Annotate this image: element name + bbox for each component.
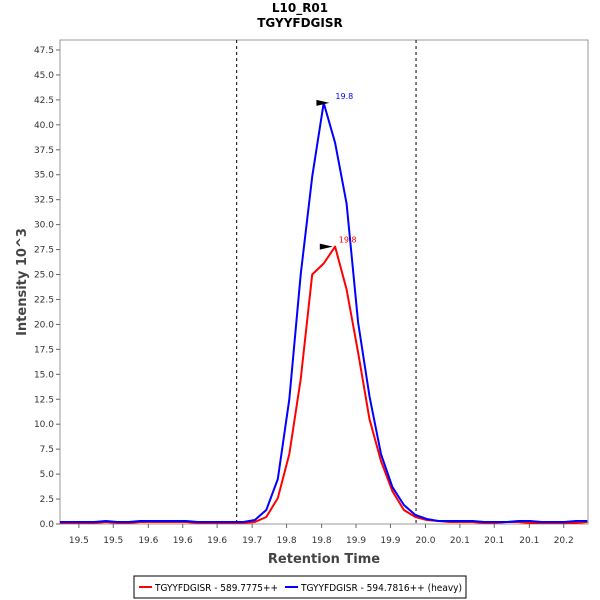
plot-border: [59, 39, 589, 525]
x-tick-label: 19.8: [277, 536, 297, 546]
y-tick-label: 45.0: [34, 71, 54, 81]
legend-box: [133, 575, 467, 599]
x-tick-label: 20.1: [519, 536, 539, 546]
y-tick-label: 35.0: [34, 171, 54, 181]
x-tick-label: 19.5: [69, 536, 89, 546]
y-tick-label: 27.5: [34, 246, 54, 256]
y-tick-label: 20.0: [34, 320, 54, 330]
x-tick-label: 20.1: [484, 536, 504, 546]
y-tick-label: 7.5: [40, 445, 54, 455]
x-tick-label: 19.8: [312, 536, 332, 546]
x-tick-label: 20.1: [450, 536, 470, 546]
x-tick-label: 20.2: [554, 536, 574, 546]
y-tick-label: 5.0: [40, 470, 55, 480]
y-tick-label: 25.0: [34, 271, 54, 281]
x-tick-label: 19.7: [242, 536, 262, 546]
y-tick-label: 37.5: [34, 146, 54, 156]
chart-subtitle: TGYYFDGISR: [257, 16, 343, 30]
y-axis-label: Intensity 10^3: [15, 228, 30, 336]
y-tick-label: 2.5: [40, 495, 54, 505]
y-tick-label: 10.0: [34, 420, 54, 430]
x-tick-label: 20.0: [415, 536, 435, 546]
plot-area: [59, 39, 589, 525]
y-tick-label: 30.0: [34, 221, 54, 231]
peak-label-heavy: 19.8: [335, 92, 353, 101]
peak-arrow-light: [319, 243, 333, 250]
peak-markers: 19.8 19.8: [316, 92, 357, 250]
peak-label-light: 19.8: [339, 236, 357, 245]
y-tick-label: 32.5: [34, 196, 54, 206]
legend: TGYYFDGISR - 589.7775++ TGYYFDGISR - 594…: [133, 575, 467, 599]
y-tick-label: 15.0: [34, 370, 54, 380]
y-tick-label: 0.0: [40, 520, 55, 530]
y-tick-label: 47.5: [34, 46, 54, 56]
y-tick-label: 17.5: [34, 345, 54, 355]
x-tick-label: 19.5: [103, 536, 123, 546]
legend-entry-heavy: TGYYFDGISR - 594.7816++ (heavy): [300, 583, 462, 594]
integration-bounds: [236, 40, 417, 524]
x-tick-label: 19.9: [346, 536, 366, 546]
y-tick-label: 12.5: [34, 395, 54, 405]
x-axis: 19.5 19.5 19.6 19.6 19.6 19.7 19.8 19.8 19.9 19.9…: [69, 524, 574, 546]
x-tick-label: 19.6: [173, 536, 193, 546]
legend-entry-light: TGYYFDGISR - 589.7775++: [154, 583, 278, 594]
y-tick-label: 42.5: [34, 96, 54, 106]
peak-arrow-heavy: [316, 99, 330, 106]
x-axis-label: Retention Time: [268, 552, 380, 567]
x-tick-label: 19.6: [138, 536, 158, 546]
chart-title: L10_R01: [272, 1, 328, 16]
y-tick-label: 40.0: [34, 121, 54, 131]
y-tick-label: 22.5: [34, 295, 54, 305]
x-tick-label: 19.9: [380, 536, 400, 546]
y-axis: 0.0 2.5 5.0 7.5 10.0 12.5 15.0 17.5 20.0 22.5 25.0…: [34, 46, 60, 530]
x-tick-label: 19.6: [207, 536, 227, 546]
